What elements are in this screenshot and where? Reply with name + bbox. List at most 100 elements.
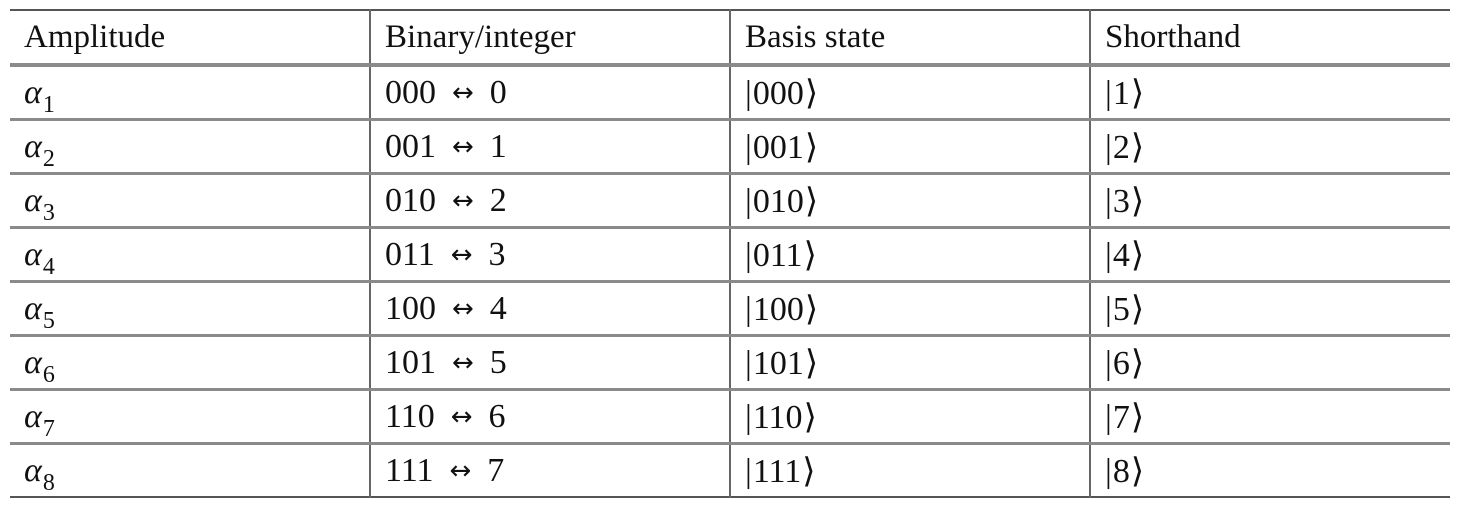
binary-value: 000 <box>385 73 436 111</box>
shorthand-cell: |3⟩ <box>1089 173 1450 228</box>
ket-bar-symbol: | <box>745 128 752 166</box>
shorthand-value: 7 <box>1112 398 1130 436</box>
shorthand-value: 5 <box>1112 290 1130 328</box>
shorthand-value: 1 <box>1112 74 1130 112</box>
amplitude-subscript: 8 <box>42 469 55 496</box>
bidirectional-arrow-icon: ↔ <box>452 293 474 324</box>
basis-state-value: 110 <box>752 398 803 436</box>
binary-integer-cell: 010 ↔ 2 <box>369 173 730 228</box>
basis-state-value: 001 <box>752 128 804 166</box>
amplitude-subscript: 6 <box>42 361 55 388</box>
ket-angle-symbol: ⟩ <box>804 344 819 382</box>
table-row: α4 011 ↔ 3 |011⟩ |4⟩ <box>10 227 1450 282</box>
bidirectional-arrow-icon: ↔ <box>452 131 474 162</box>
basis-state-value: 100 <box>752 290 804 328</box>
basis-state-value: 010 <box>752 182 804 220</box>
ket-angle-symbol: ⟩ <box>1130 74 1145 112</box>
header-basis-state: Basis state <box>729 10 1090 65</box>
binary-value: 011 <box>385 235 435 273</box>
table-row: α5 100 ↔ 4 |100⟩ |5⟩ <box>10 281 1450 336</box>
ket-bar-symbol: | <box>1105 128 1112 166</box>
bidirectional-arrow-icon: ↔ <box>450 401 473 432</box>
header-row: Amplitude Binary/integer Basis state Sho… <box>10 10 1450 65</box>
shorthand-cell: |2⟩ <box>1089 119 1450 174</box>
ket-angle-symbol: ⟩ <box>804 74 819 112</box>
bidirectional-arrow-icon: ↔ <box>452 77 474 108</box>
shorthand-cell: |7⟩ <box>1089 389 1450 444</box>
ket-bar-symbol: | <box>1105 74 1112 112</box>
basis-state-value: 000 <box>752 74 804 112</box>
ket-angle-symbol: ⟩ <box>1130 182 1145 220</box>
integer-value: 4 <box>489 289 507 327</box>
integer-value: 3 <box>488 235 506 273</box>
alpha-symbol: α <box>24 343 42 381</box>
integer-value: 2 <box>489 181 507 219</box>
amplitude-subscript: 7 <box>42 415 55 442</box>
ket-angle-symbol: ⟩ <box>1130 344 1145 382</box>
ket-angle-symbol: ⟩ <box>1130 452 1145 490</box>
ket-bar-symbol: | <box>745 398 752 436</box>
ket-bar-symbol: | <box>745 182 752 220</box>
ket-angle-symbol: ⟩ <box>1130 290 1145 328</box>
table-header: Amplitude Binary/integer Basis state Sho… <box>10 10 1450 65</box>
table-row: α6 101 ↔ 5 |101⟩ |6⟩ <box>10 335 1450 390</box>
integer-value: 6 <box>488 397 506 435</box>
shorthand-cell: |1⟩ <box>1089 65 1450 120</box>
basis-state-cell: |011⟩ <box>729 227 1090 282</box>
binary-integer-cell: 101 ↔ 5 <box>369 335 730 390</box>
integer-value: 1 <box>489 127 507 165</box>
basis-state-value: 101 <box>752 344 804 382</box>
binary-value: 111 <box>385 451 434 489</box>
ket-angle-symbol: ⟩ <box>803 398 817 436</box>
binary-integer-cell: 100 ↔ 4 <box>369 281 730 336</box>
qubit-basis-table-container: Amplitude Binary/integer Basis state Sho… <box>10 9 1450 498</box>
binary-value: 010 <box>385 181 436 219</box>
ket-angle-symbol: ⟩ <box>802 452 816 490</box>
binary-value: 001 <box>385 127 436 165</box>
ket-angle-symbol: ⟩ <box>803 236 817 274</box>
ket-bar-symbol: | <box>1105 236 1112 274</box>
binary-value: 101 <box>385 343 436 381</box>
alpha-symbol: α <box>24 451 42 489</box>
ket-angle-symbol: ⟩ <box>804 290 819 328</box>
shorthand-cell: |8⟩ <box>1089 443 1450 497</box>
basis-state-cell: |111⟩ <box>729 443 1090 497</box>
basis-state-cell: |001⟩ <box>729 119 1090 174</box>
binary-integer-cell: 000 ↔ 0 <box>369 65 730 120</box>
ket-bar-symbol: | <box>745 74 752 112</box>
binary-value: 110 <box>385 397 435 435</box>
binary-integer-cell: 011 ↔ 3 <box>369 227 730 282</box>
ket-bar-symbol: | <box>1105 290 1112 328</box>
integer-value: 7 <box>487 451 505 489</box>
ket-bar-symbol: | <box>1105 182 1112 220</box>
table-row: α3 010 ↔ 2 |010⟩ |3⟩ <box>10 173 1450 228</box>
amplitude-subscript: 3 <box>42 199 55 226</box>
header-binary-integer: Binary/integer <box>369 10 730 65</box>
ket-bar-symbol: | <box>1105 398 1112 436</box>
ket-bar-symbol: | <box>745 236 752 274</box>
table-body: α1 000 ↔ 0 |000⟩ |1⟩ α2 001 ↔ 1 |001⟩ |2⟩ α3… <box>10 65 1450 497</box>
shorthand-value: 8 <box>1112 452 1130 490</box>
basis-state-cell: |110⟩ <box>729 389 1090 444</box>
amplitude-cell: α2 <box>10 120 370 174</box>
ket-angle-symbol: ⟩ <box>804 182 819 220</box>
ket-angle-symbol: ⟩ <box>1130 236 1145 274</box>
ket-bar-symbol: | <box>1105 344 1112 382</box>
binary-integer-cell: 001 ↔ 1 <box>369 119 730 174</box>
amplitude-cell: α8 <box>10 444 370 498</box>
binary-integer-cell: 110 ↔ 6 <box>369 389 730 444</box>
table-row: α7 110 ↔ 6 |110⟩ |7⟩ <box>10 389 1450 444</box>
shorthand-value: 4 <box>1112 236 1130 274</box>
qubit-basis-table: Amplitude Binary/integer Basis state Sho… <box>10 9 1450 498</box>
integer-value: 0 <box>489 73 507 111</box>
basis-state-cell: |000⟩ <box>729 65 1090 120</box>
bidirectional-arrow-icon: ↔ <box>452 347 474 378</box>
table-row: α1 000 ↔ 0 |000⟩ |1⟩ <box>10 65 1450 120</box>
alpha-symbol: α <box>24 397 42 435</box>
table-row: α2 001 ↔ 1 |001⟩ |2⟩ <box>10 119 1450 174</box>
basis-state-cell: |101⟩ <box>729 335 1090 390</box>
amplitude-cell: α7 <box>10 390 370 444</box>
alpha-symbol: α <box>24 127 42 165</box>
bidirectional-arrow-icon: ↔ <box>452 185 474 216</box>
alpha-symbol: α <box>24 235 42 273</box>
